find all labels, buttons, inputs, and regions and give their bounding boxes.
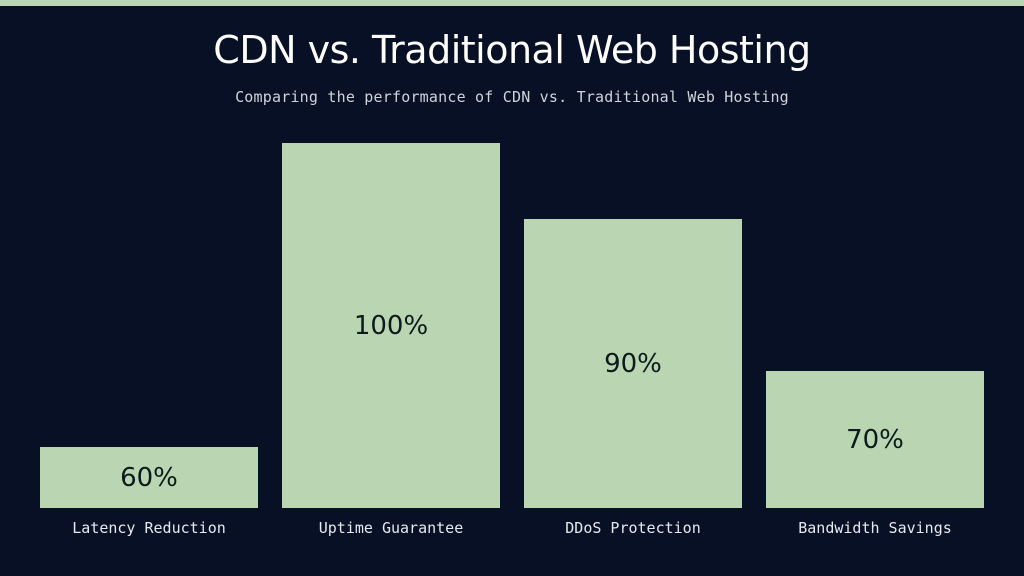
category-label: Latency Reduction (72, 519, 226, 537)
chart-subtitle: Comparing the performance of CDN vs. Tra… (235, 88, 789, 106)
category-label: DDoS Protection (565, 519, 701, 537)
bar-ddos-protection: 90% (524, 219, 742, 508)
category-label: Uptime Guarantee (318, 519, 464, 537)
bar-value-label: 100% (353, 310, 429, 341)
bar-bandwidth-savings: 70% (766, 371, 984, 508)
bar-value-label: 90% (604, 348, 662, 379)
bar-value-label: 60% (120, 462, 178, 493)
bar-latency-reduction: 60% (40, 447, 258, 508)
bar-uptime-guarantee: 100% (282, 143, 500, 508)
chart-title: CDN vs. Traditional Web Hosting (213, 28, 811, 72)
category-label: Bandwidth Savings (798, 519, 952, 537)
top-accent-strip (0, 0, 1024, 6)
bar-value-label: 70% (846, 424, 904, 455)
